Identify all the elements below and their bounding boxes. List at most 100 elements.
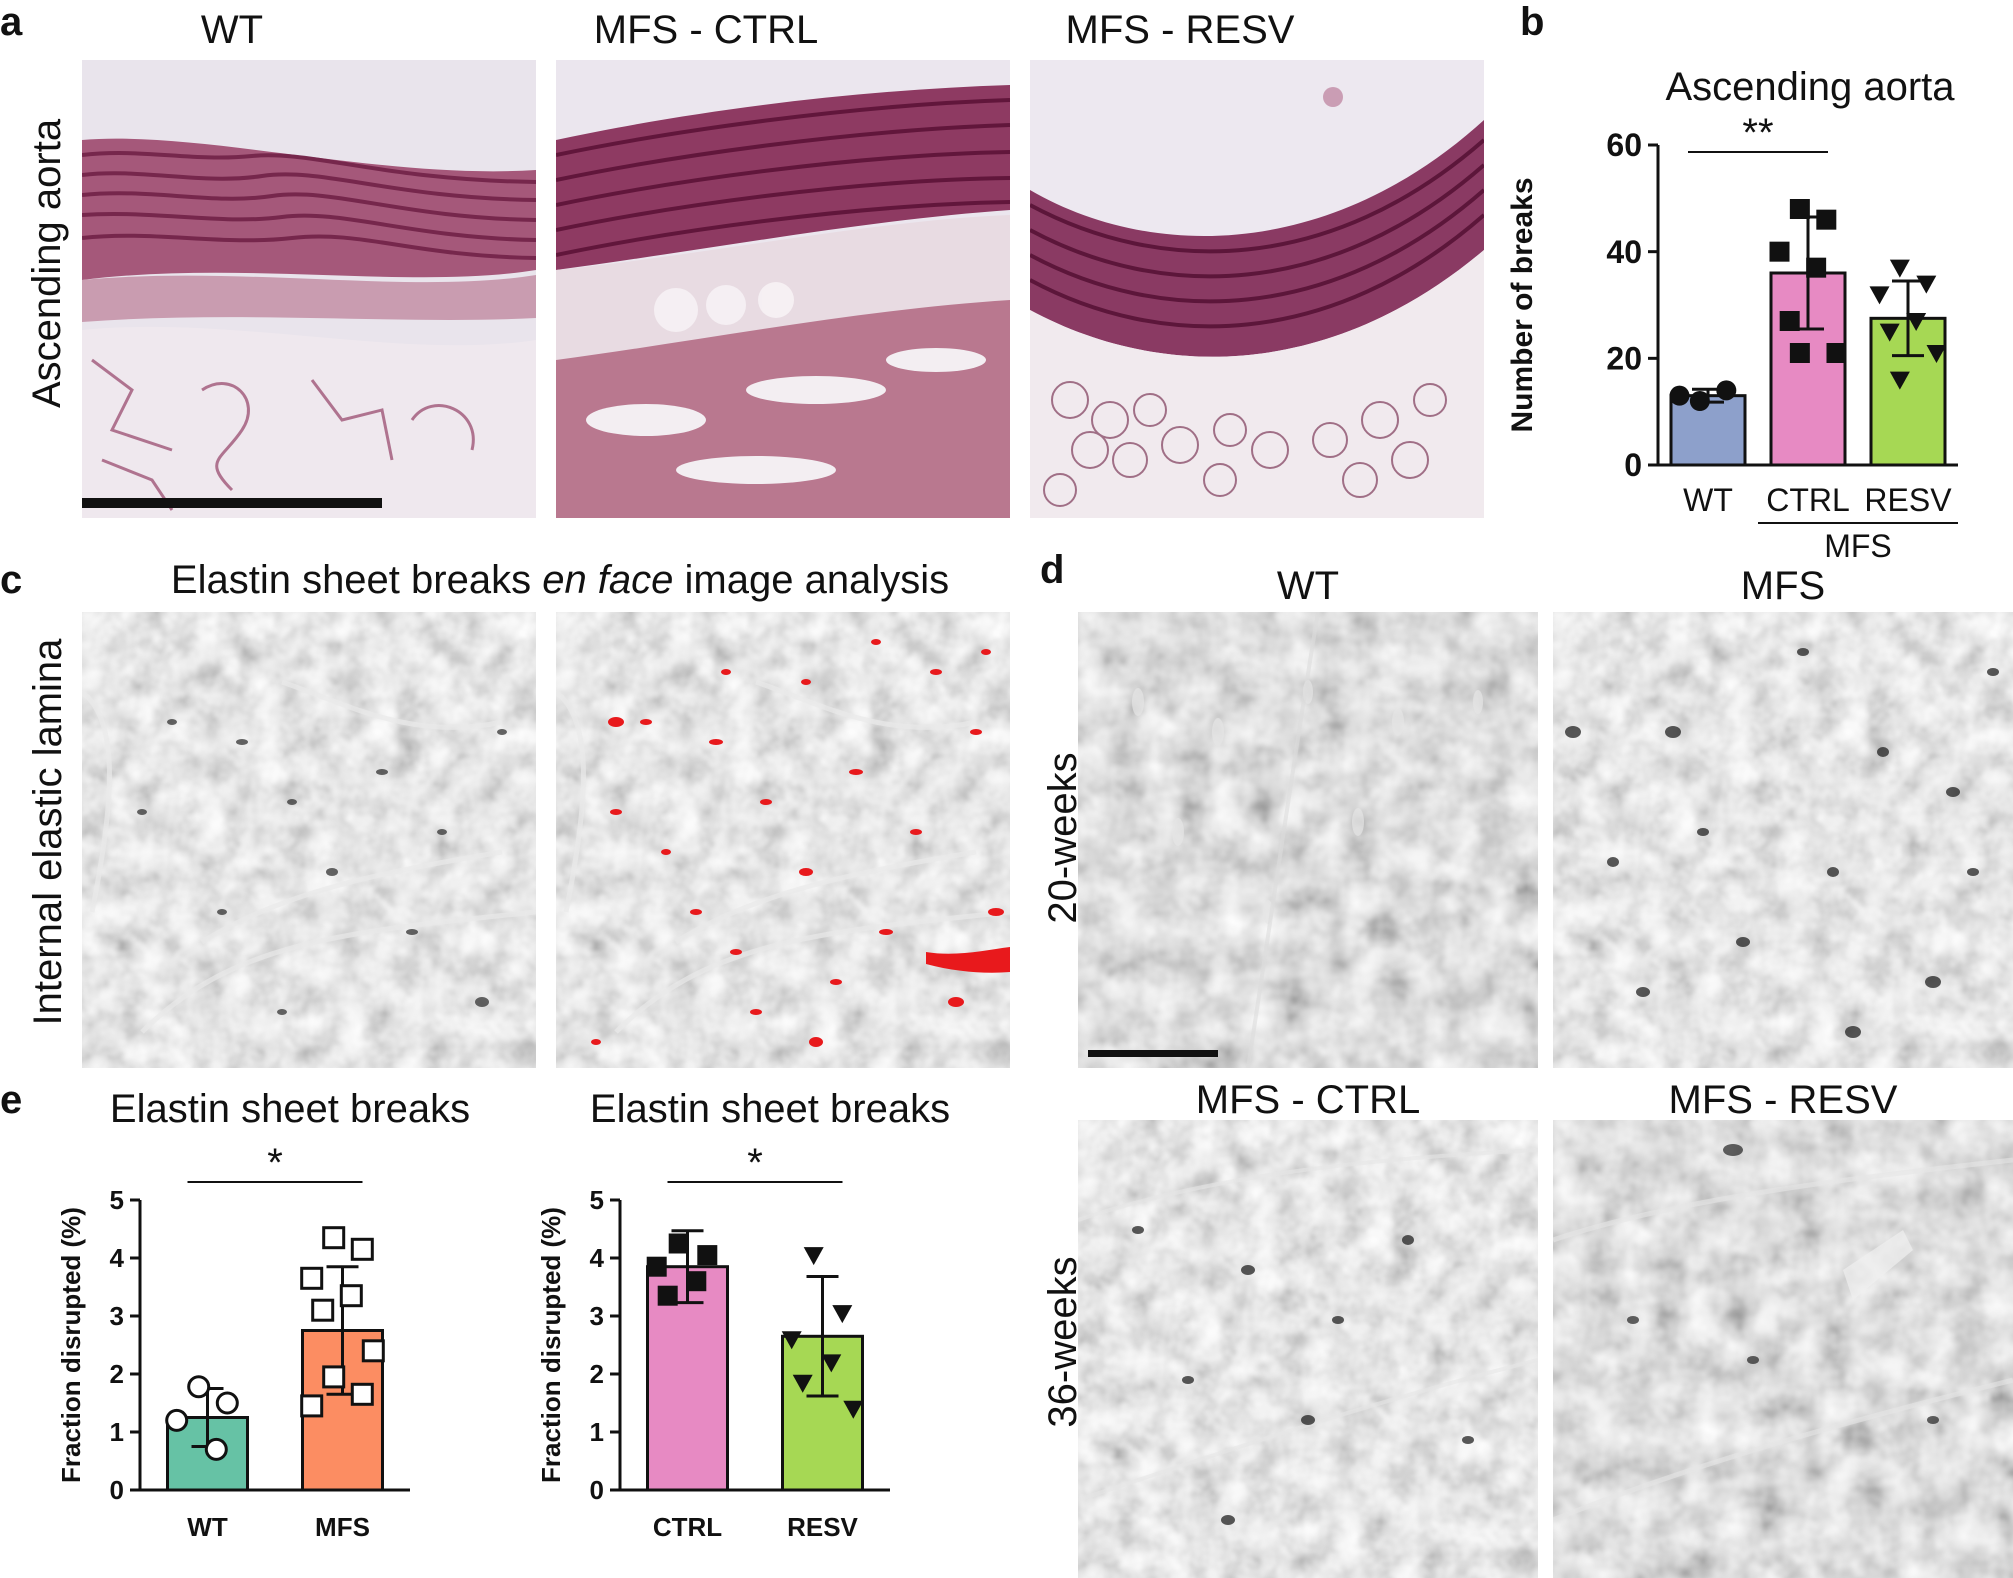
data-point bbox=[1789, 343, 1810, 363]
data-point bbox=[311, 1298, 335, 1322]
panel-d-col-mfs: MFS bbox=[1740, 564, 1826, 608]
data-point bbox=[1816, 209, 1837, 230]
data-point bbox=[1879, 323, 1900, 342]
chart-b-svg: Ascending aorta Number of breaks 0 20 40 60 WT… bbox=[1506, 65, 1958, 560]
panel-d-col-wt: WT bbox=[1276, 564, 1340, 608]
data-point bbox=[1689, 391, 1710, 411]
data-point bbox=[792, 1374, 813, 1393]
data-point bbox=[187, 1375, 211, 1399]
data-point bbox=[657, 1285, 678, 1306]
panel-c-label: c bbox=[0, 558, 23, 602]
x-tick-label: CTRL bbox=[653, 1512, 722, 1542]
y-tick-label: 0 bbox=[110, 1475, 124, 1505]
y-tick-label: 2 bbox=[590, 1359, 604, 1389]
data-point bbox=[1869, 286, 1890, 305]
chart-title: Elastin sheet breaks bbox=[110, 1087, 470, 1131]
en-face-mfs-ctrl-36wk-image bbox=[1078, 1120, 1538, 1578]
panel-a-row-label: Ascending aorta bbox=[25, 118, 69, 408]
x-tick-label: WT bbox=[1683, 482, 1733, 518]
significance-label: * bbox=[267, 1141, 283, 1185]
x-tick-label: WT bbox=[187, 1512, 228, 1542]
y-tick-label: 5 bbox=[110, 1185, 124, 1215]
panel-c-title: Elastin sheet breaks en face image analy… bbox=[170, 558, 950, 602]
y-tick-label: 5 bbox=[590, 1185, 604, 1215]
panel-a-col-wt: WT bbox=[200, 8, 264, 52]
y-tick-label: 0 bbox=[1624, 447, 1642, 483]
significance-label: ** bbox=[1742, 111, 1773, 155]
y-tick-label: 20 bbox=[1606, 341, 1642, 377]
panel-c-row-label: Internal elastic lamina bbox=[26, 638, 70, 1026]
data-point bbox=[697, 1245, 718, 1266]
data-point bbox=[1889, 259, 1910, 278]
panel-a-label: a bbox=[0, 0, 23, 44]
data-point bbox=[1789, 199, 1810, 219]
en-face-mfs-20wk-image bbox=[1553, 612, 2013, 1068]
data-point bbox=[832, 1305, 853, 1324]
data-point bbox=[1926, 345, 1947, 363]
y-axis-label: Fraction disrupted (%) bbox=[56, 1207, 86, 1483]
panel-e-label: e bbox=[0, 1078, 23, 1122]
y-axis-label: Number of breaks bbox=[1506, 177, 1539, 432]
data-point bbox=[165, 1408, 189, 1432]
y-tick-label: 0 bbox=[590, 1475, 604, 1505]
y-tick-label: 4 bbox=[590, 1243, 605, 1273]
data-point bbox=[322, 1365, 346, 1389]
data-point bbox=[803, 1247, 824, 1266]
group-label: MFS bbox=[1824, 528, 1892, 560]
panel-b-label: b bbox=[1520, 0, 1545, 44]
data-point bbox=[1906, 313, 1927, 331]
chart-e2-svg: Elastin sheet breaks Fraction disrupted (… bbox=[536, 1087, 950, 1542]
en-face-mfs-resv-36wk-image bbox=[1553, 1120, 2013, 1578]
panel-d-label: d bbox=[1040, 548, 1065, 592]
elastin-overlay-image bbox=[556, 612, 1010, 1068]
data-point bbox=[1806, 257, 1827, 278]
data-point bbox=[1889, 371, 1910, 390]
data-point bbox=[1716, 380, 1737, 401]
en-face-wt-20wk-image bbox=[1078, 612, 1538, 1068]
elastin-raw-image bbox=[82, 612, 536, 1068]
y-tick-label: 3 bbox=[110, 1301, 124, 1331]
histology-wt-image bbox=[82, 60, 536, 518]
y-tick-label: 1 bbox=[110, 1417, 124, 1447]
data-point bbox=[361, 1339, 385, 1363]
data-point bbox=[1826, 343, 1847, 363]
chart-title: Ascending aorta bbox=[1665, 65, 1955, 109]
x-tick-label: MFS bbox=[315, 1512, 370, 1542]
data-point bbox=[300, 1394, 324, 1418]
data-point bbox=[646, 1256, 667, 1277]
chart-e1-svg: Elastin sheet breaks Fraction disrupted (… bbox=[56, 1087, 470, 1542]
panel-a-col-mfs-ctrl: MFS - CTRL bbox=[593, 8, 819, 52]
data-point bbox=[215, 1391, 239, 1415]
data-point bbox=[1769, 241, 1790, 262]
data-point bbox=[821, 1354, 842, 1373]
data-point bbox=[204, 1437, 228, 1461]
panel-a-col-mfs-resv: MFS - RESV bbox=[1065, 8, 1295, 52]
y-tick-label: 4 bbox=[110, 1243, 125, 1273]
x-tick-label: RESV bbox=[787, 1512, 858, 1542]
histology-mfs-resv-image bbox=[1030, 60, 1484, 518]
panel-d-col-mfs-ctrl: MFS - CTRL bbox=[1195, 1078, 1421, 1122]
data-point bbox=[668, 1233, 689, 1254]
y-tick-label: 60 bbox=[1606, 127, 1642, 163]
data-point bbox=[350, 1382, 374, 1406]
data-point bbox=[322, 1226, 346, 1250]
chart-title: Elastin sheet breaks bbox=[590, 1087, 950, 1131]
data-point bbox=[781, 1331, 802, 1350]
histology-mfs-ctrl-image bbox=[556, 60, 1010, 518]
data-point bbox=[686, 1271, 707, 1292]
panel-d-col-mfs-resv: MFS - RESV bbox=[1668, 1078, 1898, 1122]
data-point bbox=[350, 1237, 374, 1261]
data-point bbox=[300, 1266, 324, 1290]
data-point bbox=[1916, 275, 1937, 294]
data-point bbox=[1669, 385, 1690, 406]
x-tick-label: CTRL bbox=[1766, 482, 1850, 518]
y-axis-label: Fraction disrupted (%) bbox=[536, 1207, 566, 1483]
y-tick-label: 2 bbox=[110, 1359, 124, 1389]
x-tick-label: RESV bbox=[1864, 482, 1952, 518]
data-point bbox=[339, 1284, 363, 1308]
y-tick-label: 3 bbox=[590, 1301, 604, 1331]
y-tick-label: 1 bbox=[590, 1417, 604, 1447]
data-point bbox=[1779, 311, 1800, 331]
data-point bbox=[843, 1400, 864, 1419]
y-tick-label: 40 bbox=[1606, 234, 1642, 270]
